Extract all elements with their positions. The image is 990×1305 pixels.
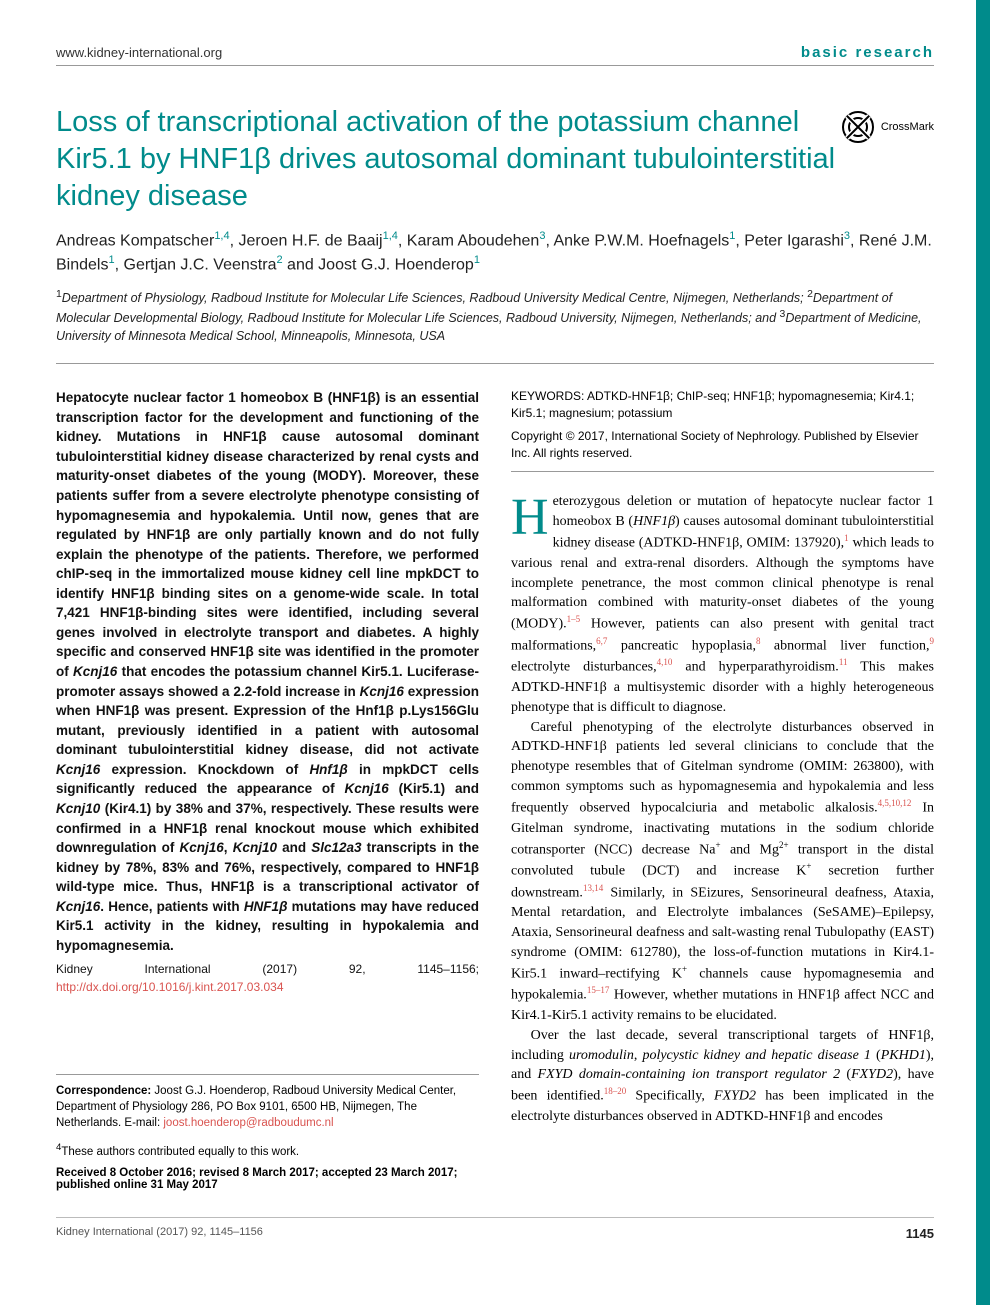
correspondence-block: Correspondence: Joost G.J. Hoenderop, Ra… [56,1074,479,1131]
abstract: Hepatocyte nuclear factor 1 homeobox B (… [56,388,479,996]
crossmark-icon [841,110,875,144]
crossmark-label: CrossMark [881,121,934,133]
title-block: Loss of transcriptional activation of th… [56,104,934,215]
correspondence-label: Correspondence: [56,1085,151,1097]
citation-text: Kidney International (2017) 92, 1145–115… [56,962,479,976]
body-p3: Over the last decade, several transcript… [511,1026,934,1127]
doi-link[interactable]: http://dx.doi.org/10.1016/j.kint.2017.03… [56,980,284,994]
correspondence-email[interactable]: joost.hoenderop@radboudumc.nl [163,1117,333,1129]
received-dates: Received 8 October 2016; revised 8 March… [56,1167,479,1191]
body-text: Heterozygous deletion or mutation of hep… [511,492,934,1126]
site-url[interactable]: www.kidney-international.org [56,45,222,60]
body-p2: Careful phenotyping of the electrolyte d… [511,718,934,1026]
author-list: Andreas Kompatscher1,4, Jeroen H.F. de B… [56,229,934,276]
citation-line: Kidney International (2017) 92, 1145–115… [56,961,479,996]
section-label: basic research [801,44,934,61]
coauthor-note: 4These authors contributed equally to th… [56,1142,479,1158]
page-footer: Kidney International (2017) 92, 1145–115… [56,1217,934,1241]
running-header: www.kidney-international.org basic resea… [56,44,934,66]
abstract-text: Hepatocyte nuclear factor 1 homeobox B (… [56,390,479,953]
crossmark-badge[interactable]: CrossMark [841,110,934,144]
two-column-layout: Hepatocyte nuclear factor 1 homeobox B (… [56,388,934,1191]
article-title: Loss of transcriptional activation of th… [56,104,836,215]
right-column: KEYWORDS: ADTKD-HNF1β; ChIP-seq; HNF1β; … [511,388,934,1191]
page-container: www.kidney-international.org basic resea… [0,0,990,1285]
footer-journal: Kidney International (2017) 92, 1145–115… [56,1226,263,1241]
affiliations: 1Department of Physiology, Radboud Insti… [56,288,934,364]
footer-page-number: 1145 [906,1226,934,1241]
left-column: Hepatocyte nuclear factor 1 homeobox B (… [56,388,479,1191]
keywords: KEYWORDS: ADTKD-HNF1β; ChIP-seq; HNF1β; … [511,388,934,422]
copyright: Copyright © 2017, International Society … [511,428,934,473]
body-p1: Heterozygous deletion or mutation of hep… [511,492,934,717]
